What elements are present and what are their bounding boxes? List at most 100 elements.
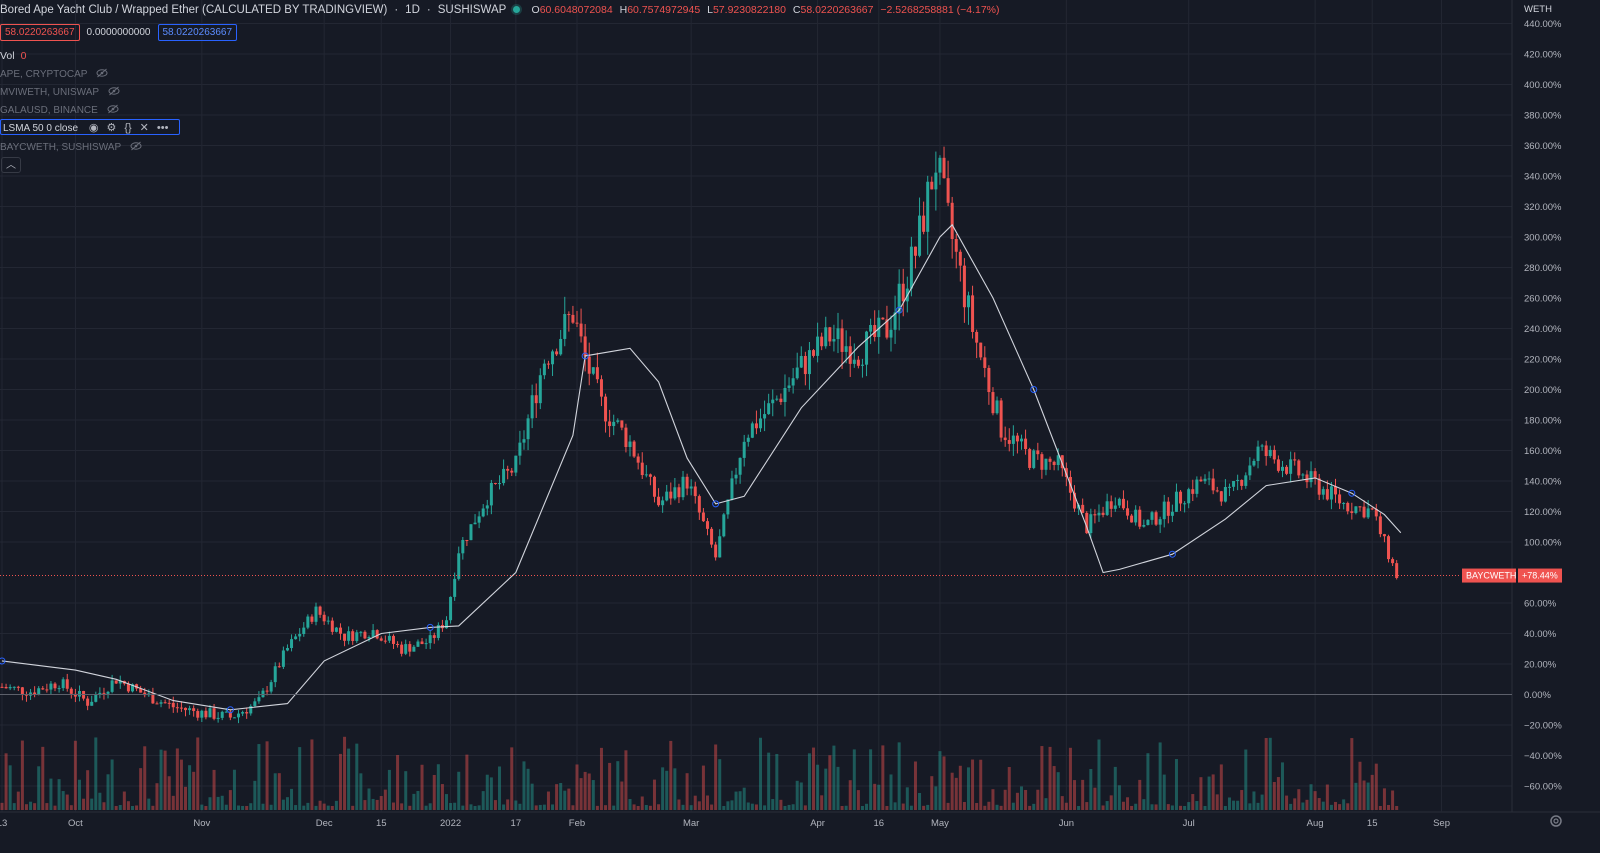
volume-bar [33,803,37,810]
lsma-label: LSMA 50 0 close [3,123,79,134]
indicator-ape[interactable]: APE, CRYPTOCAP [0,68,108,80]
x-tick-label: Jul [1183,818,1195,829]
volume-bar [436,764,440,810]
time-axis[interactable]: 13 Oct Nov Dec 15 2022 17 Feb Mar Apr 16 May Jun Jul A… [0,818,1450,829]
volume-bar [877,784,881,810]
eye-crossed-icon[interactable] [96,68,108,78]
candle-body [734,474,738,479]
volume-bar [587,773,591,810]
volume-bar [909,805,913,810]
candle-body [1289,459,1293,474]
lsma-marker [0,657,6,665]
volume-bar [1191,794,1195,810]
buy-price-box[interactable]: 58.0220263667 [157,24,238,41]
indicator-galausd[interactable]: GALAUSD, BINANCE [0,104,119,116]
candle-body [228,711,232,718]
eye-crossed-icon[interactable] [130,141,142,151]
price-axis[interactable]: 440.00% 420.00% 400.00% 380.00% 360.00% 340.0… [1524,19,1562,793]
chart-settings-gear-icon[interactable] [1546,811,1566,831]
candle-body [1191,489,1195,494]
y-tick-label: 220.00% [1524,355,1562,366]
sell-price-box[interactable]: 58.0220263667 [0,24,80,41]
volume-bar [604,805,608,810]
candle-body [828,327,832,342]
volume-bar [310,739,314,810]
candle-body [1346,502,1350,512]
candle-body [1060,455,1064,469]
candle-body [469,524,473,541]
volume-bar [1162,774,1166,810]
gear-icon[interactable]: ⚙ [106,122,117,134]
volume-bar [1244,749,1248,810]
candle-body [995,400,999,414]
volume-bar [1052,766,1056,810]
volume-bars [0,736,1399,810]
candle-body [673,487,677,499]
volume-bar [45,803,49,810]
volume-bar [82,798,86,810]
volume-bar [828,755,832,810]
candle-body [1048,458,1052,462]
indicator-mviweth[interactable]: MVIWETH, UNISWAP [0,86,120,98]
x-tick-label: 2022 [440,818,461,829]
candle-body [355,632,359,641]
volume-bar [742,787,746,810]
eye-crossed-icon[interactable] [108,86,120,96]
candle-body [742,441,746,458]
volume-bar [359,773,363,810]
volume-bar [367,788,371,810]
volume-bar [971,759,975,810]
candle-body [318,606,322,615]
candle-body [844,346,848,352]
more-icon[interactable]: ••• [156,122,169,134]
volume-bar [1060,796,1064,810]
braces-icon[interactable]: {} [124,122,132,134]
candle-body [612,421,616,427]
candle-body [1085,512,1089,534]
volume-bar [918,792,922,810]
candle-body [428,635,432,644]
volume-bar [873,783,877,810]
candle-body [918,215,922,256]
volume-bar [135,805,139,810]
volume-bar [738,791,742,810]
candle-body [705,521,709,529]
candle-body [624,427,628,448]
eye-icon[interactable]: ◉ [88,122,99,134]
x-tick-label: Apr [810,818,825,829]
candle-body [1272,449,1276,460]
eye-crossed-icon[interactable] [107,104,119,114]
grid [0,0,1600,813]
close-icon[interactable]: ✕ [139,122,149,134]
indicator-baycweth[interactable]: BAYCWETH, SUSHISWAP [0,141,142,153]
candle-body [167,702,171,704]
volume-bar [518,803,522,810]
chevron-up-icon[interactable]: ︿ [1,157,21,173]
volume-bar [1240,790,1244,810]
volume-bar [1297,789,1301,810]
candle-body [232,717,236,719]
volume-legend[interactable]: Vol 0 [0,50,26,62]
candle-body [424,643,428,645]
candle-body [946,178,950,203]
market-status-icon[interactable] [513,6,521,13]
volume-bar [1146,753,1150,810]
candle-body [461,540,465,554]
x-tick-label: 17 [511,818,522,829]
candle-body [1321,489,1325,495]
candle-body [1358,506,1362,508]
volume-bar [1313,791,1317,810]
symbol-title[interactable]: Bored Ape Yacht Club / Wrapped Ether (CA… [0,4,388,16]
candle-body [791,378,795,386]
interval-label[interactable]: 1D [405,4,420,16]
candle-body [595,367,599,380]
x-tick-label: Dec [316,818,333,829]
candle-body [216,717,220,719]
indicator-label: MVIWETH, UNISWAP [0,87,99,98]
volume-bar [457,771,461,810]
volume-bar [648,805,652,810]
candle-body [351,631,355,641]
indicator-lsma[interactable]: LSMA 50 0 close ◉ ⚙ {} ✕ ••• [0,119,180,135]
